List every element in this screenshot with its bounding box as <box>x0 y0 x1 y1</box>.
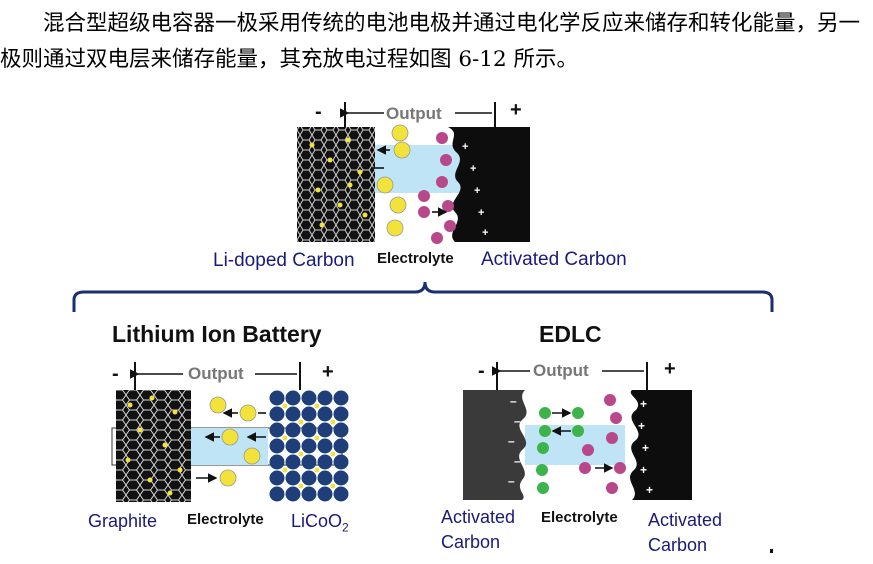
edlc-left-label-line2: Carbon <box>441 532 501 552</box>
top-cation-marks: +++ ++ <box>462 141 488 239</box>
intro-paragraph: 混合型超级电容器一极采用传统的电池电极并通过电化学反应来储存和转化能量，另一极则… <box>0 6 873 78</box>
svg-text:+: + <box>640 463 647 477</box>
battery-right-label: LiCoO2 <box>291 511 349 535</box>
edlc-diagram: – – – – – + + + + + Output - + <box>463 358 692 500</box>
svg-text:+: + <box>642 441 649 455</box>
battery-graphite-electrode <box>116 390 191 502</box>
battery-licoo2-electrode <box>269 390 349 502</box>
battery-minus-sign: - <box>112 363 119 385</box>
top-plus-sign: + <box>510 99 522 121</box>
svg-text:+: + <box>646 483 653 497</box>
battery-plus-sign: + <box>322 361 334 383</box>
svg-text:–: – <box>514 414 521 428</box>
top-activated-carbon-electrode <box>448 127 530 242</box>
battery-left-label: Graphite <box>88 511 158 531</box>
svg-text:+: + <box>462 141 468 153</box>
edlc-right-positive-marks: + + + + + <box>638 397 653 497</box>
svg-text:+: + <box>470 163 476 175</box>
edlc-right-label: Activated Carbon <box>648 508 722 558</box>
edlc-right-label-line1: Activated <box>648 510 723 530</box>
top-minus-sign: - <box>315 101 322 123</box>
top-output-label: Output <box>386 104 442 123</box>
edlc-output-label: Output <box>533 361 589 380</box>
battery-graphite-li-dots <box>125 395 183 496</box>
edlc-left-label: Activated Carbon <box>441 505 515 555</box>
top-li-dots <box>309 137 368 228</box>
top-li-doped-carbon-electrode <box>297 127 375 242</box>
top-diagram: Output - + +++ ++ <box>297 99 530 244</box>
edlc-middle-label: Electrolyte <box>541 509 618 526</box>
battery-li-ions <box>196 396 266 487</box>
battery-right-label-main: LiCoO <box>291 511 343 531</box>
edlc-title: EDLC <box>539 321 602 347</box>
corner-mark <box>770 549 773 553</box>
edlc-minus-sign: - <box>478 360 485 382</box>
edlc-right-activated-carbon <box>630 390 692 500</box>
battery-diagram: Output - + <box>111 361 349 502</box>
battery-middle-label: Electrolyte <box>187 511 264 528</box>
edlc-cations <box>536 407 584 494</box>
battery-right-label-sub: 2 <box>342 520 349 535</box>
svg-text:+: + <box>482 227 488 239</box>
edlc-anions <box>579 394 626 494</box>
svg-text:–: – <box>514 454 521 468</box>
top-right-label: Activated Carbon <box>481 249 627 270</box>
top-left-label: Li-doped Carbon <box>213 250 355 271</box>
svg-text:+: + <box>638 419 645 433</box>
edlc-left-negative-marks: – – – – – <box>508 394 521 488</box>
svg-text:–: – <box>508 434 515 448</box>
top-li-ions <box>373 124 411 237</box>
edlc-right-label-line2: Carbon <box>648 535 708 555</box>
edlc-left-activated-carbon <box>463 390 527 500</box>
top-anions <box>418 132 456 244</box>
battery-title: Lithium Ion Battery <box>112 321 322 347</box>
edlc-plus-sign: + <box>664 358 676 380</box>
edlc-left-label-line1: Activated <box>441 507 516 527</box>
svg-text:+: + <box>474 185 480 197</box>
grouping-brace <box>72 281 774 312</box>
svg-text:–: – <box>510 394 517 408</box>
svg-text:–: – <box>508 474 515 488</box>
svg-text:+: + <box>640 397 647 411</box>
top-middle-label: Electrolyte <box>377 250 454 267</box>
battery-output-label: Output <box>188 364 244 383</box>
intro-paragraph-text: 混合型超级电容器一极采用传统的电池电极并通过电化学反应来储存和转化能量，另一极则… <box>0 11 861 72</box>
svg-text:+: + <box>478 207 484 219</box>
